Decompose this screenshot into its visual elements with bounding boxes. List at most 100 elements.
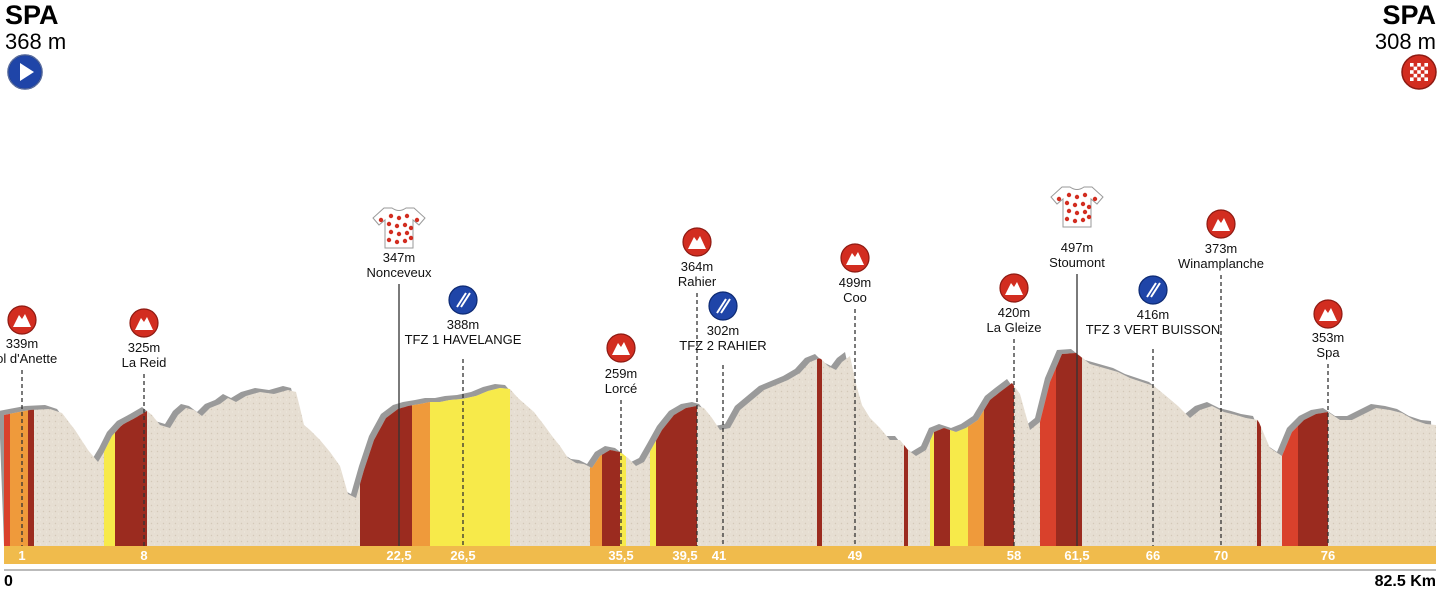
marker-altitude: 339m (5, 336, 39, 351)
climb-segment-25 (1282, 426, 1298, 546)
climb-segment-2 (18, 410, 28, 546)
jersey-dot-6 (1086, 204, 1092, 210)
mountain-icon (1206, 209, 1236, 239)
marker-lines (21, 274, 1329, 546)
climb-segment-17 (930, 432, 934, 546)
jersey-dot-6 (408, 225, 414, 231)
timing-icon-stroke-a (456, 292, 467, 308)
start-altitude: 368 m (5, 29, 67, 54)
jersey-dot-12 (402, 238, 408, 244)
climb-segment-1 (10, 412, 18, 546)
distance-start-label: 0 (4, 573, 13, 590)
jersey-dot-12 (1080, 217, 1086, 223)
mountain-icon-peaks (1319, 308, 1337, 321)
climb-segment-8 (412, 402, 430, 546)
marker-name: Col d'Anette (0, 351, 58, 366)
timing-zone-icon (708, 291, 738, 321)
climb-segment-18 (934, 428, 950, 546)
jersey-dot-1 (396, 215, 402, 221)
climb-segment-15 (817, 358, 822, 546)
mountain-icon (1313, 299, 1343, 329)
marker-altitude: 497m (1060, 240, 1094, 255)
jersey-dot-10 (386, 237, 392, 243)
marker-altitude: 302m (706, 323, 740, 338)
jersey-dot-0 (388, 213, 394, 219)
mountain-icon (682, 227, 712, 257)
timing-icon-stroke-b (720, 298, 731, 314)
jersey-dot-3 (1064, 200, 1070, 206)
timing-icon-stroke-b (1150, 282, 1161, 298)
marker-label-3: 388m TFZ 1 HAVELANGE (405, 317, 522, 347)
climb-segment-22 (1040, 368, 1056, 546)
marker-label-9: 497m Stoumont (1049, 240, 1105, 270)
mountain-icon-peaks (688, 236, 706, 249)
km-mark: 35,5 (608, 548, 634, 563)
km-mark: 70 (1213, 548, 1229, 563)
start-name: SPA (5, 0, 59, 30)
climb-segment-14 (656, 406, 697, 546)
mountain-icon (606, 333, 636, 363)
jersey-dot-15 (414, 217, 420, 223)
climb-segment-0 (4, 413, 10, 546)
climb-segment-13 (650, 440, 656, 546)
marker-name: La Reid (121, 355, 167, 370)
climb-segment-6 (360, 409, 398, 546)
marker-altitude: 259m (604, 366, 638, 381)
mountain-icon-peaks (846, 252, 864, 265)
climb-segment-4 (104, 432, 115, 546)
marker-label-12: 353m Spa (1312, 330, 1345, 360)
marker-altitude: 499m (838, 275, 872, 290)
jersey-dot-9 (1082, 209, 1088, 215)
climb-segment-20 (968, 410, 984, 546)
km-mark: 22,5 (386, 548, 412, 563)
jersey-dot-15 (1092, 196, 1098, 202)
marker-altitude: 353m (1311, 330, 1345, 345)
marker-altitude: 388m (446, 317, 480, 332)
marker-label-5: 364m Rahier (678, 259, 716, 289)
jersey-dot-5 (402, 222, 408, 228)
timing-icon-stroke-a (1146, 282, 1157, 298)
marker-name: Lorcé (604, 381, 638, 396)
mountain-icon-peaks (135, 317, 153, 330)
marker-name: Coo (843, 290, 867, 305)
climb-segment-21 (984, 383, 1014, 546)
jersey-dot-5 (1080, 201, 1086, 207)
jersey-dot-2 (1082, 192, 1088, 198)
jersey-dot-1 (1074, 194, 1080, 200)
timing-icon-circle (708, 291, 738, 321)
jersey-dot-4 (1072, 202, 1078, 208)
marker-altitude: 373m (1204, 241, 1238, 256)
marker-name: Stoumont (1049, 255, 1105, 270)
marker-icons (7, 186, 1343, 363)
finish-header: SPA 308 m (1375, 2, 1436, 53)
marker-altitude: 325m (127, 340, 161, 355)
mountain-icon (999, 273, 1029, 303)
jersey-dot-7 (388, 229, 394, 235)
jersey-dot-10 (1064, 216, 1070, 222)
climb-segment-26 (1298, 412, 1328, 546)
jersey-dot-13 (408, 235, 414, 241)
jersey-dot-14 (1056, 196, 1062, 202)
marker-name: TFZ 2 RAHIER (679, 338, 767, 353)
climb-segments (4, 353, 1328, 546)
finish-altitude: 308 m (1374, 29, 1436, 54)
jersey-dot-8 (1074, 210, 1080, 216)
marker-name: Spa (1316, 345, 1340, 360)
jersey-dot-11 (1072, 218, 1078, 224)
km-mark: 66 (1145, 548, 1161, 563)
climb-segment-24 (1257, 419, 1261, 546)
polka-dot-jersey-icon (372, 207, 426, 249)
timing-icon-circle (1138, 275, 1168, 305)
marker-label-10: 416m TFZ 3 VERT BUISSON (1086, 307, 1221, 337)
mountain-icon-peaks (1005, 282, 1023, 295)
km-mark: 76 (1320, 548, 1336, 563)
marker-label-0: 339mCol d'Anette (0, 336, 57, 366)
climb-segment-10 (590, 454, 602, 546)
marker-name: TFZ 1 HAVELANGE (404, 332, 522, 347)
timing-icon-circle (448, 285, 478, 315)
climb-segment-5 (115, 411, 147, 546)
climb-segment-23 (1056, 353, 1082, 546)
climb-segment-19 (950, 426, 968, 546)
